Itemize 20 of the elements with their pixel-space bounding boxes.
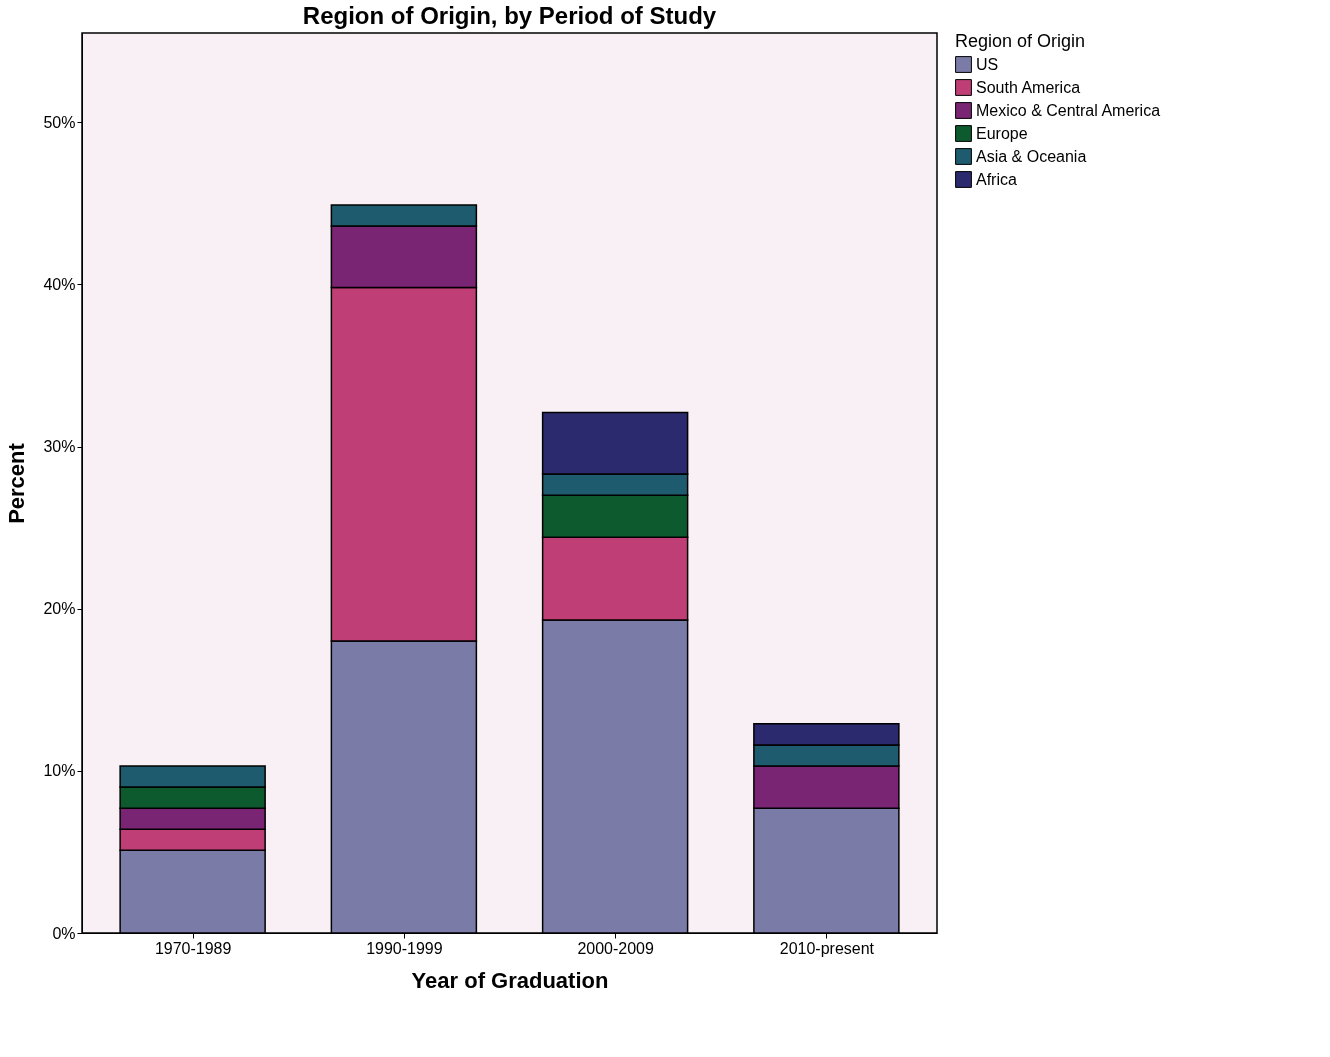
y-tick-label: 30% (43, 438, 76, 456)
x-tick-label: 1990-1999 (366, 939, 443, 957)
y-tick-label: 50% (43, 113, 76, 131)
legend-title: Region of Origin (955, 31, 1086, 51)
legend-label: Mexico & Central America (976, 101, 1161, 119)
y-tick-label: 40% (43, 275, 76, 293)
legend-label: Asia & Oceania (976, 147, 1087, 165)
legend-label: Europe (976, 124, 1028, 142)
legend-label: Africa (976, 170, 1017, 188)
x-tick-label: 1970-1989 (154, 939, 232, 957)
legend-label: US (976, 55, 999, 73)
y-tick-label: 0% (52, 924, 76, 942)
y-tick-label: 10% (43, 762, 76, 780)
legend-label: South America (976, 78, 1081, 96)
chart-title: Region of Origin, by Period of Study (302, 2, 717, 29)
y-tick-label: 20% (43, 600, 76, 618)
x-axis-title: Year of Graduation (411, 967, 609, 993)
y-axis-title: Percent (4, 442, 30, 524)
x-tick-label: 2000-2009 (577, 939, 654, 957)
x-tick-label: 2010-present (779, 939, 875, 957)
